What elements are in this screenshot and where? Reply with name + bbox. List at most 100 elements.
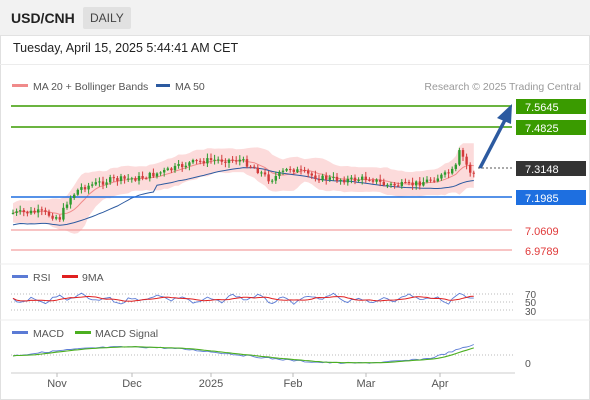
- candle-body: [202, 161, 205, 164]
- candle-body: [422, 182, 425, 186]
- candle-body: [112, 177, 115, 179]
- candle-body: [451, 168, 454, 174]
- candle-body: [321, 175, 324, 181]
- chart-datetime: Tuesday, April 15, 2025 5:44:41 AM CET: [13, 41, 239, 55]
- x-tick-nov: Nov: [47, 378, 67, 390]
- candle-body: [325, 175, 328, 180]
- candle-body: [227, 159, 231, 163]
- candle-body: [253, 166, 256, 168]
- candle-body: [217, 159, 220, 161]
- candle-body: [317, 178, 321, 181]
- candle-body: [307, 170, 310, 174]
- ma50-legend-label: MA 50: [175, 81, 205, 93]
- macd-signal-legend-swatch: [75, 331, 91, 334]
- candle-body: [371, 180, 375, 182]
- svg-text:7.4825: 7.4825: [525, 123, 559, 135]
- rsi-legend-swatch: [12, 275, 28, 278]
- candle-body: [436, 178, 439, 182]
- candle-body: [447, 172, 450, 174]
- candle-body: [242, 159, 245, 161]
- macd-legend-label: MACD: [33, 328, 64, 340]
- candle-body: [199, 160, 202, 162]
- candle-body: [271, 180, 274, 182]
- candle-body: [155, 173, 159, 177]
- macd-signal-line: [12, 346, 474, 364]
- chart-header: USD/CNH DAILY: [0, 0, 590, 36]
- candle-body: [220, 159, 223, 162]
- candle-body: [281, 170, 285, 172]
- candle-body: [429, 179, 432, 181]
- candle-body: [116, 178, 119, 181]
- candle-body: [418, 181, 421, 186]
- candle-body: [339, 179, 342, 181]
- candle-body: [454, 164, 457, 169]
- candle-body: [407, 182, 411, 184]
- candle-body: [375, 179, 378, 182]
- candle-body: [141, 175, 144, 179]
- candle-body: [415, 181, 418, 186]
- rsi-ma-legend-swatch: [62, 275, 78, 278]
- macd-legend-swatch: [12, 331, 28, 334]
- candle-body: [105, 182, 108, 185]
- candle-body: [137, 175, 141, 181]
- candle-body: [465, 156, 468, 165]
- x-axis-ticks: [56, 373, 441, 377]
- candle-body: [303, 170, 306, 172]
- candle-body: [69, 198, 72, 205]
- x-tick-mar: Mar: [357, 378, 376, 390]
- candle-body: [98, 181, 101, 183]
- candle-body: [188, 162, 191, 166]
- candle-body: [278, 171, 281, 177]
- candle-body: [26, 212, 29, 214]
- candle-body: [47, 211, 51, 216]
- candle-body: [224, 161, 227, 163]
- candle-body: [411, 182, 414, 186]
- candle-body: [343, 179, 346, 183]
- rsi-legend-label: RSI: [33, 272, 51, 284]
- symbol-title: USD/CNH: [11, 10, 75, 26]
- price-tag-resistance-1: 7.5645: [516, 99, 586, 114]
- candle-body: [469, 164, 472, 173]
- rsi-label-30: 30: [525, 307, 537, 318]
- candle-body: [231, 159, 234, 161]
- candle-body: [209, 158, 213, 160]
- rsi-label-50: 50: [525, 298, 537, 309]
- candle-body: [472, 172, 475, 174]
- candle-body: [80, 187, 83, 190]
- candle-body: [386, 184, 389, 186]
- candle-body: [184, 165, 187, 168]
- price-tag-resistance-2: 7.4825: [516, 120, 586, 135]
- candle-body: [51, 215, 54, 219]
- divider: [0, 64, 590, 65]
- ma50-legend-swatch: [156, 84, 170, 87]
- bollinger-band: [13, 143, 474, 234]
- candle-body: [267, 174, 270, 182]
- candle-body: [40, 209, 43, 211]
- forecast-arrow-head: [497, 104, 512, 124]
- candle-body: [332, 176, 335, 178]
- candle-body: [353, 177, 357, 181]
- candle-body: [94, 182, 97, 185]
- candle-body: [346, 178, 349, 183]
- candle-body: [433, 180, 436, 182]
- svg-text:7.3148: 7.3148: [525, 164, 559, 176]
- candle-body: [249, 166, 252, 168]
- candle-body: [393, 183, 396, 186]
- candle-body: [91, 184, 94, 186]
- ma50-line: [12, 167, 474, 226]
- candle-body: [461, 150, 465, 157]
- candle-body: [296, 169, 299, 172]
- candle-body: [404, 182, 407, 184]
- candle-body: [389, 183, 393, 185]
- macd-line: [12, 344, 474, 364]
- candle-body: [159, 172, 162, 174]
- candle-body: [22, 210, 25, 213]
- candle-body: [256, 167, 259, 173]
- price-tag-support-2: 6.9789: [525, 246, 559, 258]
- candle-body: [235, 160, 238, 162]
- candle-body: [213, 159, 216, 161]
- price-tag-pivot: 7.1985: [516, 190, 586, 205]
- timeframe-badge[interactable]: DAILY: [83, 7, 131, 29]
- candle-body: [15, 211, 18, 213]
